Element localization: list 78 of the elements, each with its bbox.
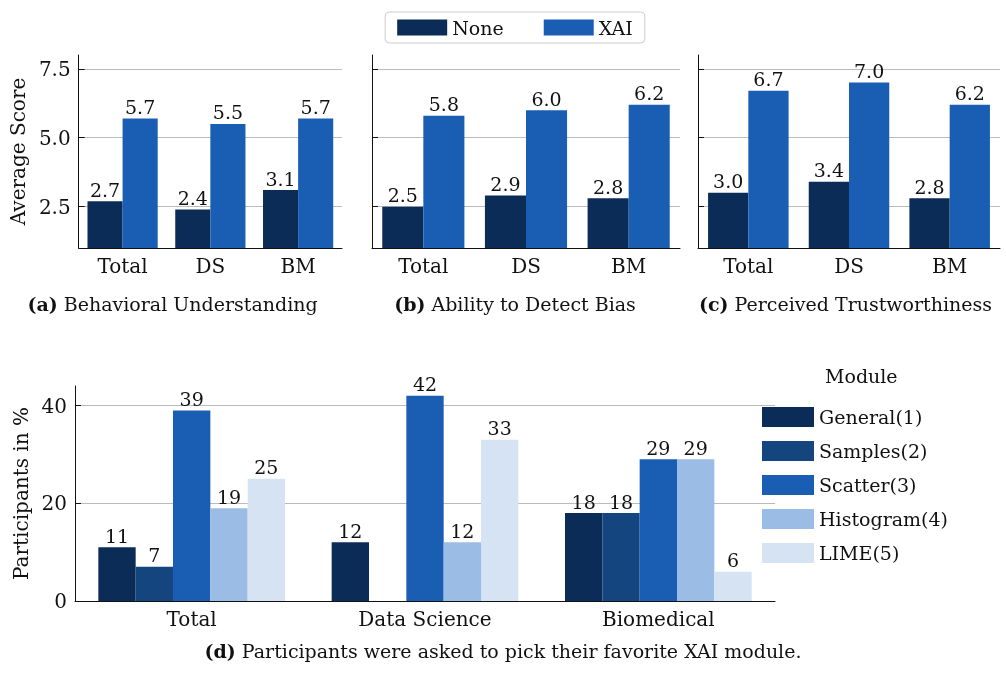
- y-axis-title: Participants in %: [8, 407, 33, 580]
- x-tick-label: Biomedical: [602, 607, 715, 631]
- x-tick-label: BM: [611, 254, 647, 278]
- legend-label: Histogram(4): [819, 508, 948, 530]
- legend-label: Samples(2): [819, 440, 928, 462]
- data-label: 6.0: [531, 87, 562, 110]
- data-label: 5.7: [125, 95, 156, 118]
- data-label: 25: [254, 456, 279, 479]
- bar: [135, 566, 173, 601]
- data-label: 5.8: [428, 93, 459, 116]
- bar: [247, 478, 285, 601]
- bar: [210, 508, 248, 601]
- legend-label: General(1): [819, 406, 923, 428]
- x-tick-label: Data Science: [358, 607, 492, 631]
- legend-label: XAI: [598, 16, 633, 39]
- text: (b) Ability to Detect Bias: [394, 292, 636, 315]
- data-label: 11: [104, 524, 130, 547]
- data-label: 7: [148, 544, 161, 567]
- x-tick-label: DS: [511, 254, 541, 278]
- text: (a) Behavioral Understanding: [27, 292, 318, 315]
- bar: [602, 513, 640, 601]
- y-axis-title: Average Score: [6, 77, 30, 227]
- x-tick-label: BM: [280, 254, 316, 278]
- bar: [565, 513, 603, 601]
- data-label: 12: [338, 519, 363, 542]
- bar: [406, 395, 444, 601]
- bar: [481, 439, 519, 601]
- data-label: 5.7: [300, 95, 331, 118]
- data-label: 29: [646, 436, 671, 459]
- y-tick-label: 5.0: [38, 125, 71, 150]
- text: (d) Participants were asked to pick their favorite XAI module.: [204, 639, 802, 662]
- y-tick-label: 7.5: [38, 56, 71, 81]
- x-tick-label: Total: [398, 254, 449, 278]
- x-tick-label: Total: [723, 254, 774, 278]
- bar: [443, 542, 481, 601]
- data-label: 18: [571, 490, 596, 513]
- data-label: 33: [487, 417, 512, 440]
- bar: [714, 571, 752, 601]
- data-label: 3.4: [813, 159, 844, 182]
- data-label: 3.1: [265, 167, 296, 190]
- data-label: 2.9: [490, 173, 521, 196]
- data-label: 6: [726, 549, 740, 572]
- x-tick-label: Total: [166, 607, 217, 631]
- data-label: 2.7: [89, 178, 121, 201]
- data-label: 12: [450, 519, 475, 542]
- text: (c) Perceived Trustworthiness: [698, 292, 993, 315]
- data-label: 5.5: [212, 101, 244, 124]
- data-label: 29: [683, 436, 708, 459]
- data-label: 2.4: [177, 186, 208, 209]
- data-label: 6.2: [634, 82, 665, 105]
- y-tick-label: 40: [41, 393, 67, 418]
- data-label: 42: [412, 373, 438, 396]
- data-label: 2.5: [387, 184, 418, 207]
- data-label: 18: [608, 490, 634, 513]
- y-tick-label: 20: [41, 491, 67, 516]
- x-tick-label: BM: [932, 254, 968, 278]
- bar: [331, 542, 369, 601]
- x-tick-label: Total: [97, 254, 148, 278]
- data-label: 3.0: [713, 170, 744, 193]
- bar: [639, 459, 677, 601]
- bar: [677, 459, 715, 601]
- data-label: 6.7: [753, 68, 784, 91]
- y-tick-label: 0: [54, 589, 67, 613]
- data-label: 39: [179, 387, 204, 410]
- legend-title: Module: [825, 364, 898, 387]
- data-label: 2.8: [593, 175, 624, 198]
- legend-label: LIME(5): [819, 542, 900, 564]
- bar: [98, 547, 136, 601]
- x-tick-label: DS: [834, 254, 864, 278]
- x-tick-label: DS: [195, 254, 226, 278]
- y-tick-label: 2.5: [38, 194, 71, 219]
- data-label: 19: [216, 485, 242, 508]
- data-label: 7.0: [854, 60, 885, 83]
- legend-label: None: [452, 16, 504, 39]
- data-label: 2.8: [914, 175, 945, 198]
- bar: [173, 410, 211, 601]
- data-label: 6.2: [954, 82, 985, 105]
- legend-label: Scatter(3): [819, 474, 917, 496]
